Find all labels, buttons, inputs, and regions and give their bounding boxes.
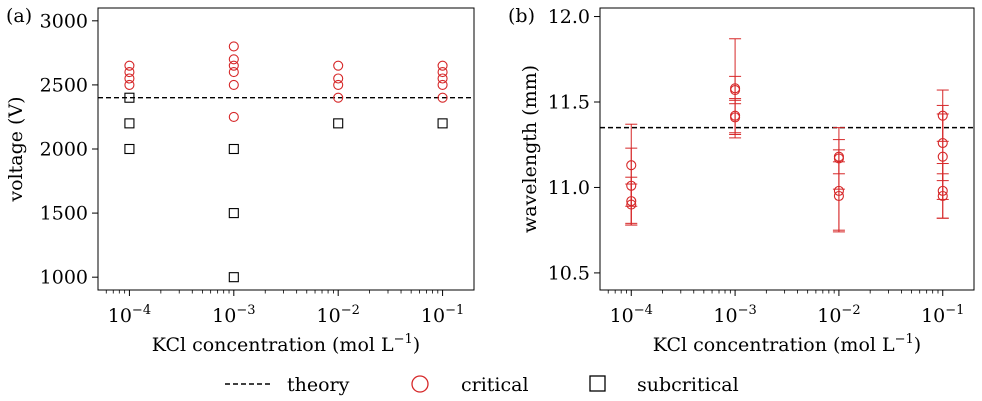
data-point-critical bbox=[437, 73, 448, 84]
legend-label-subcritical: subcritical bbox=[637, 374, 739, 396]
y-tick-label: 12.0 bbox=[548, 6, 590, 28]
x-tick-label: 10−2 bbox=[317, 303, 360, 327]
data-point-critical bbox=[437, 92, 448, 103]
data-point-critical bbox=[333, 73, 344, 84]
data-point-critical bbox=[228, 60, 239, 71]
data-point-critical bbox=[228, 54, 239, 65]
legend-critical-marker bbox=[411, 375, 429, 393]
legend-label-critical: critical bbox=[461, 374, 529, 396]
plot-frame-b bbox=[599, 7, 975, 291]
data-point-critical bbox=[437, 60, 448, 71]
data-point-subcritical bbox=[228, 272, 239, 283]
y-tick-label: 1000 bbox=[40, 267, 88, 289]
data-point-critical bbox=[730, 83, 741, 94]
y-tick-label: 10.5 bbox=[548, 262, 590, 284]
x-tick-label: 10−2 bbox=[817, 303, 860, 327]
data-point-critical bbox=[437, 67, 448, 78]
data-point-critical bbox=[333, 92, 344, 103]
data-point-subcritical bbox=[124, 92, 135, 103]
x-tick-label: 10−3 bbox=[212, 303, 255, 327]
x-tick-label: 10−1 bbox=[921, 303, 964, 327]
legend: theory critical subcritical bbox=[225, 374, 739, 396]
y-axis-label-b: wavelength (mm) bbox=[519, 65, 541, 233]
data-point-critical bbox=[228, 41, 239, 52]
data-point-critical bbox=[333, 60, 344, 71]
x-tick-label: 10−1 bbox=[421, 303, 464, 327]
data-point-critical bbox=[228, 111, 239, 123]
data-point-critical bbox=[124, 60, 135, 71]
y-tick-label: 1500 bbox=[40, 203, 88, 225]
y-tick-label: 3000 bbox=[40, 10, 88, 32]
plot-frame-a bbox=[97, 7, 475, 291]
x-axis-label-a: KCl concentration (mol L−1) bbox=[152, 332, 420, 356]
y-tick-label: 2000 bbox=[40, 139, 88, 161]
x-tick-label: 10−3 bbox=[713, 303, 756, 327]
data-point-subcritical bbox=[124, 118, 135, 129]
y-axis-label-a: voltage (V) bbox=[5, 96, 27, 202]
legend-label-theory: theory bbox=[287, 374, 350, 396]
y-tick-label: 11.5 bbox=[548, 92, 590, 114]
data-point-subcritical bbox=[437, 118, 448, 129]
x-tick-label: 10−4 bbox=[108, 303, 151, 327]
data-point-critical bbox=[228, 67, 239, 78]
panel-label-a: (a) bbox=[6, 5, 32, 27]
data-point-subcritical bbox=[228, 208, 239, 219]
data-point-critical bbox=[333, 79, 344, 90]
panel-voltage: (a) 10−4 10−3 10−2 10−1 1000 1500 2000 2500 3000… bbox=[5, 5, 475, 356]
data-point-critical bbox=[124, 67, 135, 78]
data-point-subcritical bbox=[124, 143, 135, 155]
data-point-critical bbox=[937, 110, 948, 121]
panel-wavelength: (b) 10−4 10−3 10−2 10−1 10.5 11.0 11.5 12.0 KCl … bbox=[508, 5, 975, 356]
y-tick-label: 11.0 bbox=[548, 177, 590, 199]
data-point-subcritical bbox=[333, 118, 344, 129]
x-tick-label: 10−4 bbox=[610, 303, 653, 327]
data-point-subcritical bbox=[228, 143, 239, 155]
data-point-critical bbox=[124, 73, 135, 84]
y-tick-label: 2500 bbox=[40, 74, 88, 96]
data-point-critical bbox=[437, 79, 448, 90]
data-point-critical bbox=[228, 79, 239, 90]
data-point-critical bbox=[124, 79, 135, 90]
data-point-critical bbox=[833, 151, 844, 162]
x-axis-label-b: KCl concentration (mol L−1) bbox=[653, 332, 921, 356]
legend-subcritical-marker bbox=[589, 375, 606, 392]
panel-label-b: (b) bbox=[508, 5, 535, 27]
data-point-critical bbox=[626, 160, 637, 171]
